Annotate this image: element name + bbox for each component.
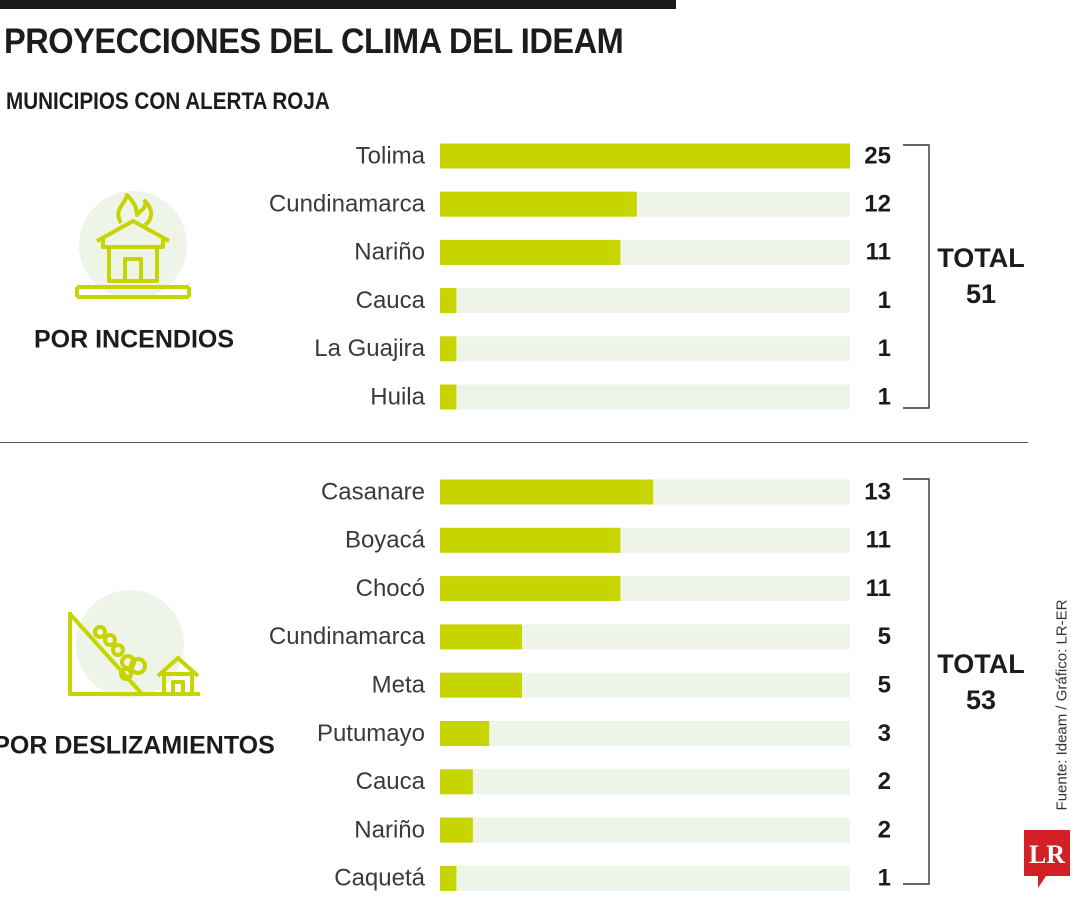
bar-category-label: La Guajira (314, 335, 425, 362)
bar (440, 143, 850, 169)
bar-value-label: 13 (864, 478, 891, 505)
page-title: PROYECCIONES DEL CLIMA DEL IDEAM (4, 22, 624, 61)
logo-text: LR (1029, 840, 1065, 869)
landslide-icon (68, 612, 200, 696)
lr-logo-icon: LR (1024, 830, 1070, 888)
bar (440, 336, 457, 362)
total-bracket (903, 478, 930, 885)
bar-category-label: Nariño (354, 816, 425, 843)
bar-category-label: Cauca (356, 287, 426, 314)
bar-track (440, 817, 850, 843)
bar-value-label: 11 (866, 527, 891, 554)
bar-value-label: 11 (866, 239, 891, 266)
bar-value-label: 1 (878, 335, 891, 362)
total-label: TOTAL (937, 649, 1025, 679)
page-subtitle: MUNICIPIOS CON ALERTA ROJA (6, 88, 330, 115)
bar (440, 817, 473, 843)
bar-value-label: 11 (866, 575, 891, 602)
bar-value-label: 25 (864, 142, 891, 169)
source-credit: Fuente: Ideam / Gráfico: LR-ER (1053, 599, 1071, 811)
bar-category-label: Nariño (354, 239, 425, 266)
bar-value-label: 2 (878, 768, 891, 795)
burning-house-icon (75, 193, 191, 299)
bar-category-label: Cundinamarca (269, 191, 426, 218)
bar-value-label: 1 (878, 865, 891, 892)
total-bracket (903, 144, 930, 409)
bar-category-label: Tolima (356, 142, 426, 169)
total-label: TOTAL (937, 243, 1025, 273)
bar-category-label: Chocó (356, 575, 425, 602)
bar (440, 672, 522, 698)
bar (440, 576, 621, 602)
bar (440, 191, 637, 217)
bar (440, 384, 457, 410)
bar-track (440, 865, 850, 891)
bar-track (440, 336, 850, 362)
bar-track (440, 288, 850, 314)
bar-category-label: Cundinamarca (269, 623, 426, 650)
bar-category-label: Caquetá (334, 865, 425, 892)
bar (440, 721, 490, 746)
bar-category-label: Putumayo (317, 720, 425, 747)
bar (440, 288, 457, 314)
bar-value-label: 1 (878, 383, 891, 410)
bar-category-label: Huila (370, 383, 425, 410)
bar-category-label: Casanare (321, 478, 425, 505)
bar-track (440, 721, 850, 746)
bar-category-label: Cauca (356, 768, 426, 795)
bar-track (440, 384, 850, 410)
total-value: 53 (966, 685, 996, 715)
bar (440, 624, 522, 650)
bar-value-label: 5 (878, 623, 891, 650)
bar (440, 479, 654, 505)
group-label: POR DESLIZAMIENTOS (0, 732, 275, 760)
bar (440, 769, 473, 795)
bar (440, 865, 457, 891)
bar-value-label: 3 (878, 720, 891, 747)
bar (440, 239, 621, 265)
chart-group-1: POR INCENDIOS Tolima 25 Cundinamarca 12 Nariñ… (34, 142, 1025, 410)
bar-value-label: 5 (878, 672, 891, 699)
bar-category-label: Boyacá (345, 527, 426, 554)
total-value: 51 (966, 279, 996, 309)
group-label: POR INCENDIOS (34, 326, 234, 354)
bar-category-label: Meta (372, 672, 426, 699)
icon-background (76, 590, 184, 698)
bar-track (440, 769, 850, 795)
bar-value-label: 1 (878, 287, 891, 314)
section-divider (0, 442, 1028, 443)
top-rule (0, 0, 676, 9)
bar-value-label: 2 (878, 816, 891, 843)
bar-value-label: 12 (864, 191, 891, 218)
bar (440, 527, 621, 553)
